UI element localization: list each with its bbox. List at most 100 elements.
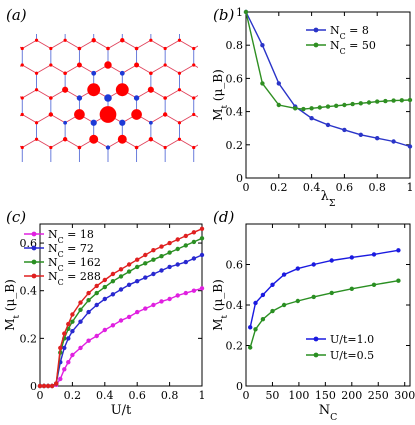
- data-point: [260, 317, 266, 322]
- lattice-bond: [351, 164, 365, 172]
- lattice-bond: [251, 164, 265, 172]
- lattice-bond: [0, 189, 8, 197]
- data-point: [143, 252, 148, 258]
- lattice-bond: [79, 64, 94, 74]
- lattice-bond: [50, 138, 66, 148]
- data-point: [37, 383, 43, 389]
- data-point: [325, 122, 331, 128]
- data-point: [396, 278, 401, 283]
- lattice-bond: [208, 164, 222, 172]
- x-tick-label: 50: [265, 389, 279, 402]
- lattice-bond: [179, 16, 193, 24]
- lattice-bond: [379, 164, 393, 172]
- lattice-site: [163, 145, 167, 150]
- y-tick-label: 0.6: [226, 259, 244, 272]
- lattice-bond: [122, 64, 137, 74]
- lattice-site: [163, 96, 167, 100]
- data-point: [199, 252, 205, 258]
- data-point: [260, 43, 265, 48]
- data-point: [293, 106, 298, 111]
- data-point: [102, 284, 108, 290]
- data-point: [349, 255, 354, 260]
- lattice-site: [134, 62, 140, 68]
- lattice-bond: [308, 164, 322, 172]
- lattice-bond: [22, 114, 37, 124]
- lattice-bond: [251, 214, 265, 222]
- lattice-site: [20, 112, 24, 117]
- lattice-bond: [36, 138, 52, 148]
- lattice-bond: [164, 138, 180, 148]
- data-point: [159, 244, 164, 249]
- legend-marker: [313, 352, 319, 358]
- lattice-bond: [237, 288, 251, 296]
- data-point: [143, 275, 148, 280]
- lattice-bond: [408, 214, 415, 222]
- lattice-bond: [408, 288, 415, 296]
- lattice-bond: [322, 139, 336, 147]
- lattice-bond: [279, 214, 293, 222]
- lattice-bond: [193, 114, 198, 118]
- lattice-bond: [108, 238, 122, 246]
- lattice-bond: [351, 139, 365, 147]
- lattice-bond: [279, 238, 293, 246]
- lattice-bond: [151, 164, 165, 172]
- data-point: [135, 309, 140, 315]
- x-tick-label: 0.4: [96, 389, 114, 402]
- lattice-bond: [365, 288, 379, 296]
- lattice-bond: [164, 89, 180, 99]
- data-point: [135, 279, 140, 284]
- lattice-bond: [208, 263, 222, 271]
- lattice-bond: [194, 214, 208, 222]
- data-point: [295, 266, 300, 271]
- x-tick-label: 250: [368, 389, 389, 402]
- data-point: [167, 240, 172, 246]
- data-point: [70, 319, 75, 324]
- lattice-site: [34, 71, 39, 75]
- data-point: [260, 81, 265, 86]
- lattice-site: [91, 70, 97, 76]
- data-point: [66, 360, 71, 365]
- lattice-bond: [194, 263, 208, 271]
- data-point: [126, 282, 132, 287]
- lattice-bond: [137, 214, 151, 222]
- lattice-bond: [37, 16, 51, 24]
- lattice-bond: [251, 90, 265, 98]
- x-tick-label: 300: [394, 389, 415, 402]
- y-tick-label: 0: [236, 380, 243, 393]
- lattice-bond: [365, 238, 379, 246]
- lattice-bond: [137, 16, 151, 24]
- x-tick-label: 0: [243, 389, 250, 402]
- data-point: [66, 321, 71, 327]
- lattice-bond: [122, 164, 136, 172]
- lattice-site: [62, 86, 69, 93]
- data-point: [151, 302, 156, 308]
- chart-d: 0 50 100 150 200 250 300 0 0.2 0.4 0.6 NC Mt (μ_B) U/…: [211, 223, 415, 423]
- lattice-bond: [150, 114, 166, 124]
- lattice-bond: [150, 64, 166, 74]
- lattice-bond: [79, 16, 93, 24]
- lattice-bond: [151, 214, 165, 222]
- lattice-bond: [50, 64, 66, 74]
- lattice-bond: [179, 39, 194, 49]
- lattice-bond: [22, 89, 37, 99]
- lattice-site: [77, 46, 82, 51]
- legend-label: NC = 288: [48, 270, 101, 287]
- y-tick-label: 0.2: [226, 340, 244, 353]
- lattice-bond: [222, 164, 236, 172]
- data-point: [407, 97, 413, 103]
- lattice-bond: [20, 114, 23, 117]
- lattice-bond: [37, 164, 51, 172]
- lattice-bond: [279, 139, 293, 147]
- data-point: [175, 262, 180, 267]
- lattice-site: [134, 46, 139, 51]
- lattice-site: [177, 71, 182, 75]
- lattice-site: [49, 46, 53, 51]
- data-point: [102, 296, 108, 302]
- lattice-bond: [22, 164, 36, 172]
- x-tick-label: 0.4: [303, 181, 321, 194]
- lattice-bond: [265, 164, 279, 172]
- lattice-bond: [122, 39, 137, 49]
- legend-marker: [31, 273, 37, 279]
- lattice-bond: [51, 164, 65, 172]
- data-point: [110, 323, 116, 328]
